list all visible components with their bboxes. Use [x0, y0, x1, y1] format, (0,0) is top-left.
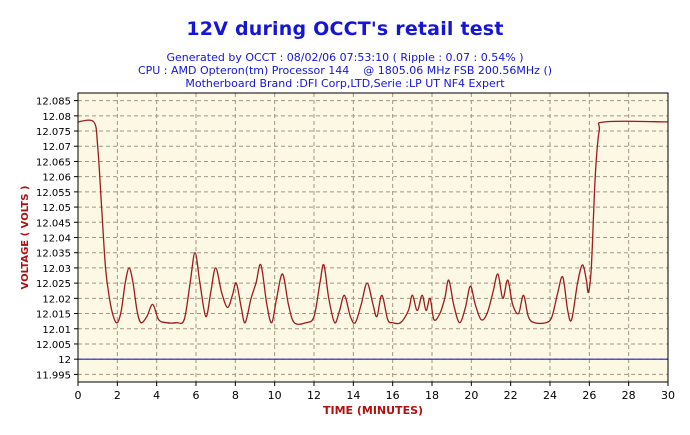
x-tick-label: 0: [75, 389, 82, 402]
y-tick-label: 11.995: [36, 370, 71, 381]
series-line-12v: [77, 119, 669, 325]
x-tick-label: 12: [307, 389, 321, 402]
y-tick-label: 12.03: [42, 264, 71, 275]
x-tick-label: 2: [114, 389, 121, 402]
x-axis-label: TIME (MINUTES): [323, 404, 423, 417]
x-axis-tick-labels: 0 2 4 6 8 10 12 14 16 18 20 22 24 26 28 30: [75, 389, 676, 402]
y-tick-label: 12.015: [36, 310, 71, 321]
y-tick-label: 12.055: [36, 188, 71, 199]
y-tick-label: 12.01: [42, 325, 71, 336]
x-tick-label: 6: [193, 389, 200, 402]
grid-vertical: [77, 93, 669, 386]
y-tick-label: 12.005: [36, 340, 71, 351]
y-tick-label: 12.025: [36, 279, 71, 290]
x-tick-label: 28: [622, 389, 636, 402]
x-tick-label: 24: [543, 389, 557, 402]
generated-info: Generated by OCCT : 08/02/06 07:53:10 ( …: [166, 51, 524, 64]
x-tick-label: 18: [425, 389, 439, 402]
y-axis-tick-labels: 11.995 12 12.005 12.01 12.015 12.02 12.025 12.0…: [36, 97, 71, 382]
y-tick-label: 12.06: [42, 173, 71, 184]
x-tick-label: 30: [661, 389, 675, 402]
y-tick-label: 12.04: [42, 234, 71, 245]
x-tick-label: 20: [464, 389, 478, 402]
y-tick-label: 12: [58, 355, 71, 366]
x-tick-label: 4: [153, 389, 160, 402]
plot-frame: [77, 92, 669, 383]
y-tick-label: 12.065: [36, 157, 71, 168]
y-tick-label: 12.085: [36, 97, 71, 108]
y-tick-label: 12.07: [42, 142, 71, 153]
cpu-info: CPU : AMD Opteron(tm) Processor 144 @ 18…: [137, 64, 553, 77]
x-tick-label: 8: [232, 389, 239, 402]
x-tick-label: 16: [386, 389, 400, 402]
motherboard-info: Motherboard Brand :DFI Corp,LTD,Serie :L…: [185, 77, 505, 90]
y-tick-label: 12.075: [36, 127, 71, 138]
y-tick-label: 12.02: [42, 294, 71, 305]
x-tick-label: 22: [504, 389, 518, 402]
x-tick-label: 14: [346, 389, 360, 402]
y-tick-label: 12.05: [42, 203, 71, 214]
chart-title: 12V during OCCT's retail test: [186, 18, 504, 40]
x-tick-label: 26: [582, 389, 596, 402]
y-tick-label: 12.035: [36, 249, 71, 260]
x-tick-label: 10: [268, 389, 282, 402]
y-tick-label: 12.045: [36, 218, 71, 229]
y-tick-label: 12.08: [42, 112, 71, 123]
y-axis-label: VOLTAGE ( VOLTS ): [20, 186, 31, 290]
